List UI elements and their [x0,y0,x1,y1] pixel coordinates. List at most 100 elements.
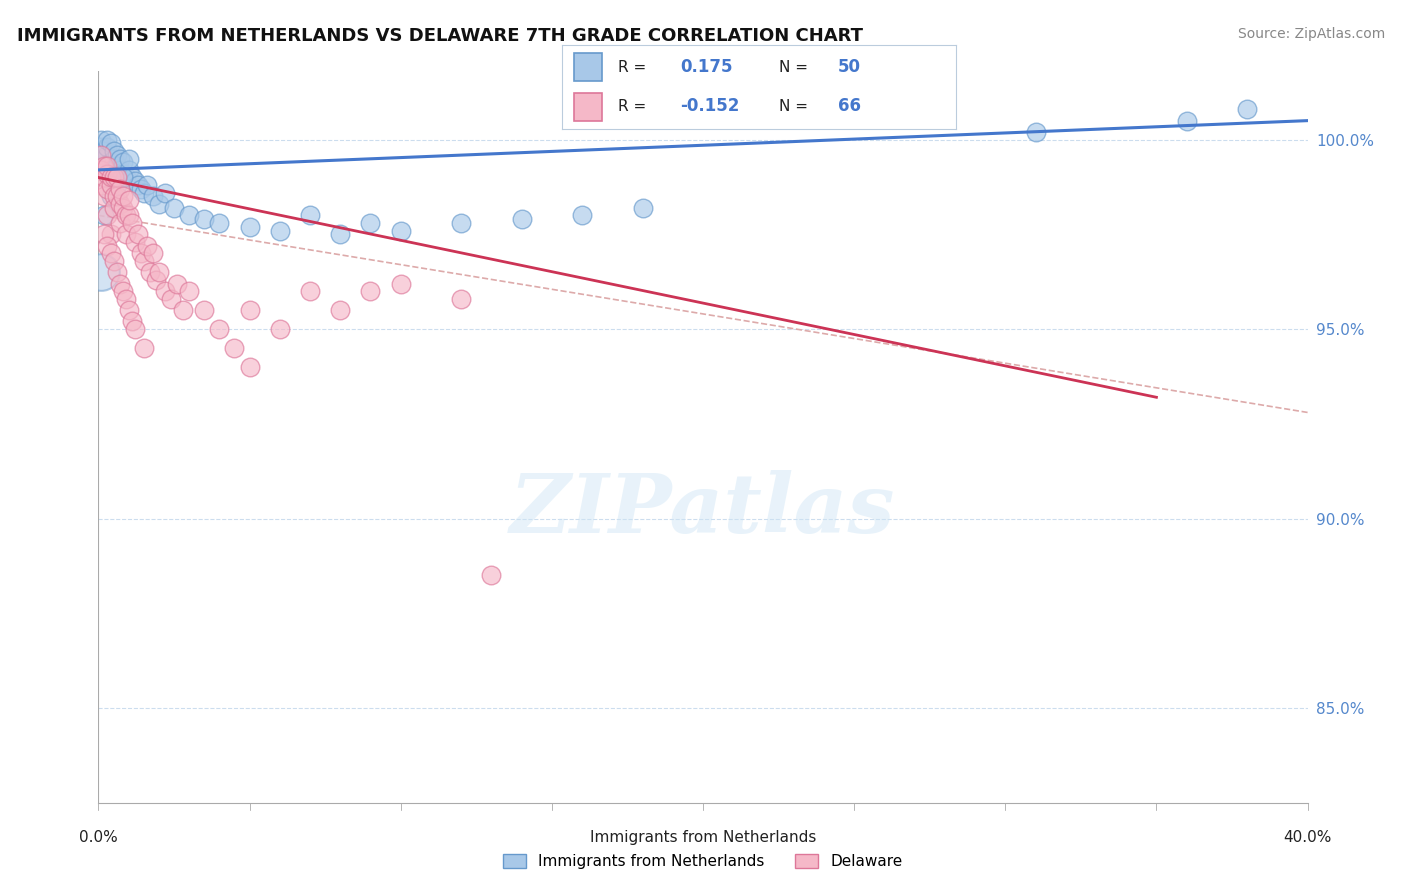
Point [132,186,155,200]
Point [100,136,122,151]
Point [93,144,115,158]
Text: 40.0%: 40.0% [1284,830,1331,845]
Point [153,284,176,298]
Point [90,140,112,154]
Point [193,212,215,227]
Point [93,159,115,173]
FancyBboxPatch shape [574,93,602,120]
Point [96,208,118,222]
Point [100,170,122,185]
Text: -0.152: -0.152 [681,97,740,115]
Point [90,132,112,146]
Text: 0.175: 0.175 [681,58,733,76]
Point [118,152,141,166]
Point [96,140,118,154]
Point [269,322,291,336]
Point [127,227,149,242]
Point [299,208,322,222]
Point [299,284,322,298]
Point [100,178,122,192]
Text: N =: N = [779,98,813,113]
Point [571,208,593,222]
Point [103,253,125,268]
Point [118,162,141,177]
Point [145,273,167,287]
Point [239,303,262,318]
Point [118,193,141,207]
Point [135,178,157,192]
Point [135,238,157,252]
Point [108,277,131,291]
Point [148,265,170,279]
Point [100,246,122,260]
Point [329,303,352,318]
Point [90,162,112,177]
Point [103,189,125,203]
Point [96,147,118,161]
Point [450,216,472,230]
Point [93,208,115,222]
Point [166,277,188,291]
Point [103,170,125,185]
Point [105,265,128,279]
Point [132,253,155,268]
Point [105,170,128,185]
Point [224,341,246,355]
Point [100,227,122,242]
Point [90,178,112,192]
Point [481,568,503,582]
Point [129,182,152,196]
Point [239,219,262,234]
Point [631,201,654,215]
Text: 0.0%: 0.0% [79,830,118,845]
Point [179,284,201,298]
Point [111,167,134,181]
Point [269,223,291,237]
Point [93,227,115,242]
Point [103,152,125,166]
Point [208,322,231,336]
Point [360,216,382,230]
Point [129,246,152,260]
Legend: Immigrants from Netherlands, Delaware: Immigrants from Netherlands, Delaware [498,848,908,875]
Point [121,216,143,230]
Point [329,227,352,242]
Point [103,201,125,215]
Point [114,208,136,222]
Point [111,155,134,169]
Text: 66: 66 [838,97,860,115]
Point [148,197,170,211]
Point [389,223,412,237]
Point [90,147,112,161]
Point [93,170,115,185]
Point [450,292,472,306]
Point [108,197,131,211]
Point [1175,113,1198,128]
Point [100,189,122,203]
Point [510,212,533,227]
Point [139,265,162,279]
Point [93,152,115,166]
Point [118,208,141,222]
Point [103,144,125,158]
Text: R =: R = [617,98,651,113]
Text: IMMIGRANTS FROM NETHERLANDS VS DELAWARE 7TH GRADE CORRELATION CHART: IMMIGRANTS FROM NETHERLANDS VS DELAWARE … [17,27,863,45]
Point [1236,102,1258,116]
Point [172,303,194,318]
Point [108,182,131,196]
Point [124,322,146,336]
Text: ZIPatlas: ZIPatlas [510,470,896,550]
Point [96,238,118,252]
Point [1024,125,1046,139]
Point [96,182,118,196]
Point [193,303,215,318]
Point [90,265,112,279]
Point [108,152,131,166]
Point [118,303,141,318]
Text: N =: N = [779,60,813,75]
Point [96,132,118,146]
Point [389,277,412,291]
Text: R =: R = [617,60,651,75]
Point [127,178,149,192]
Point [111,170,134,185]
